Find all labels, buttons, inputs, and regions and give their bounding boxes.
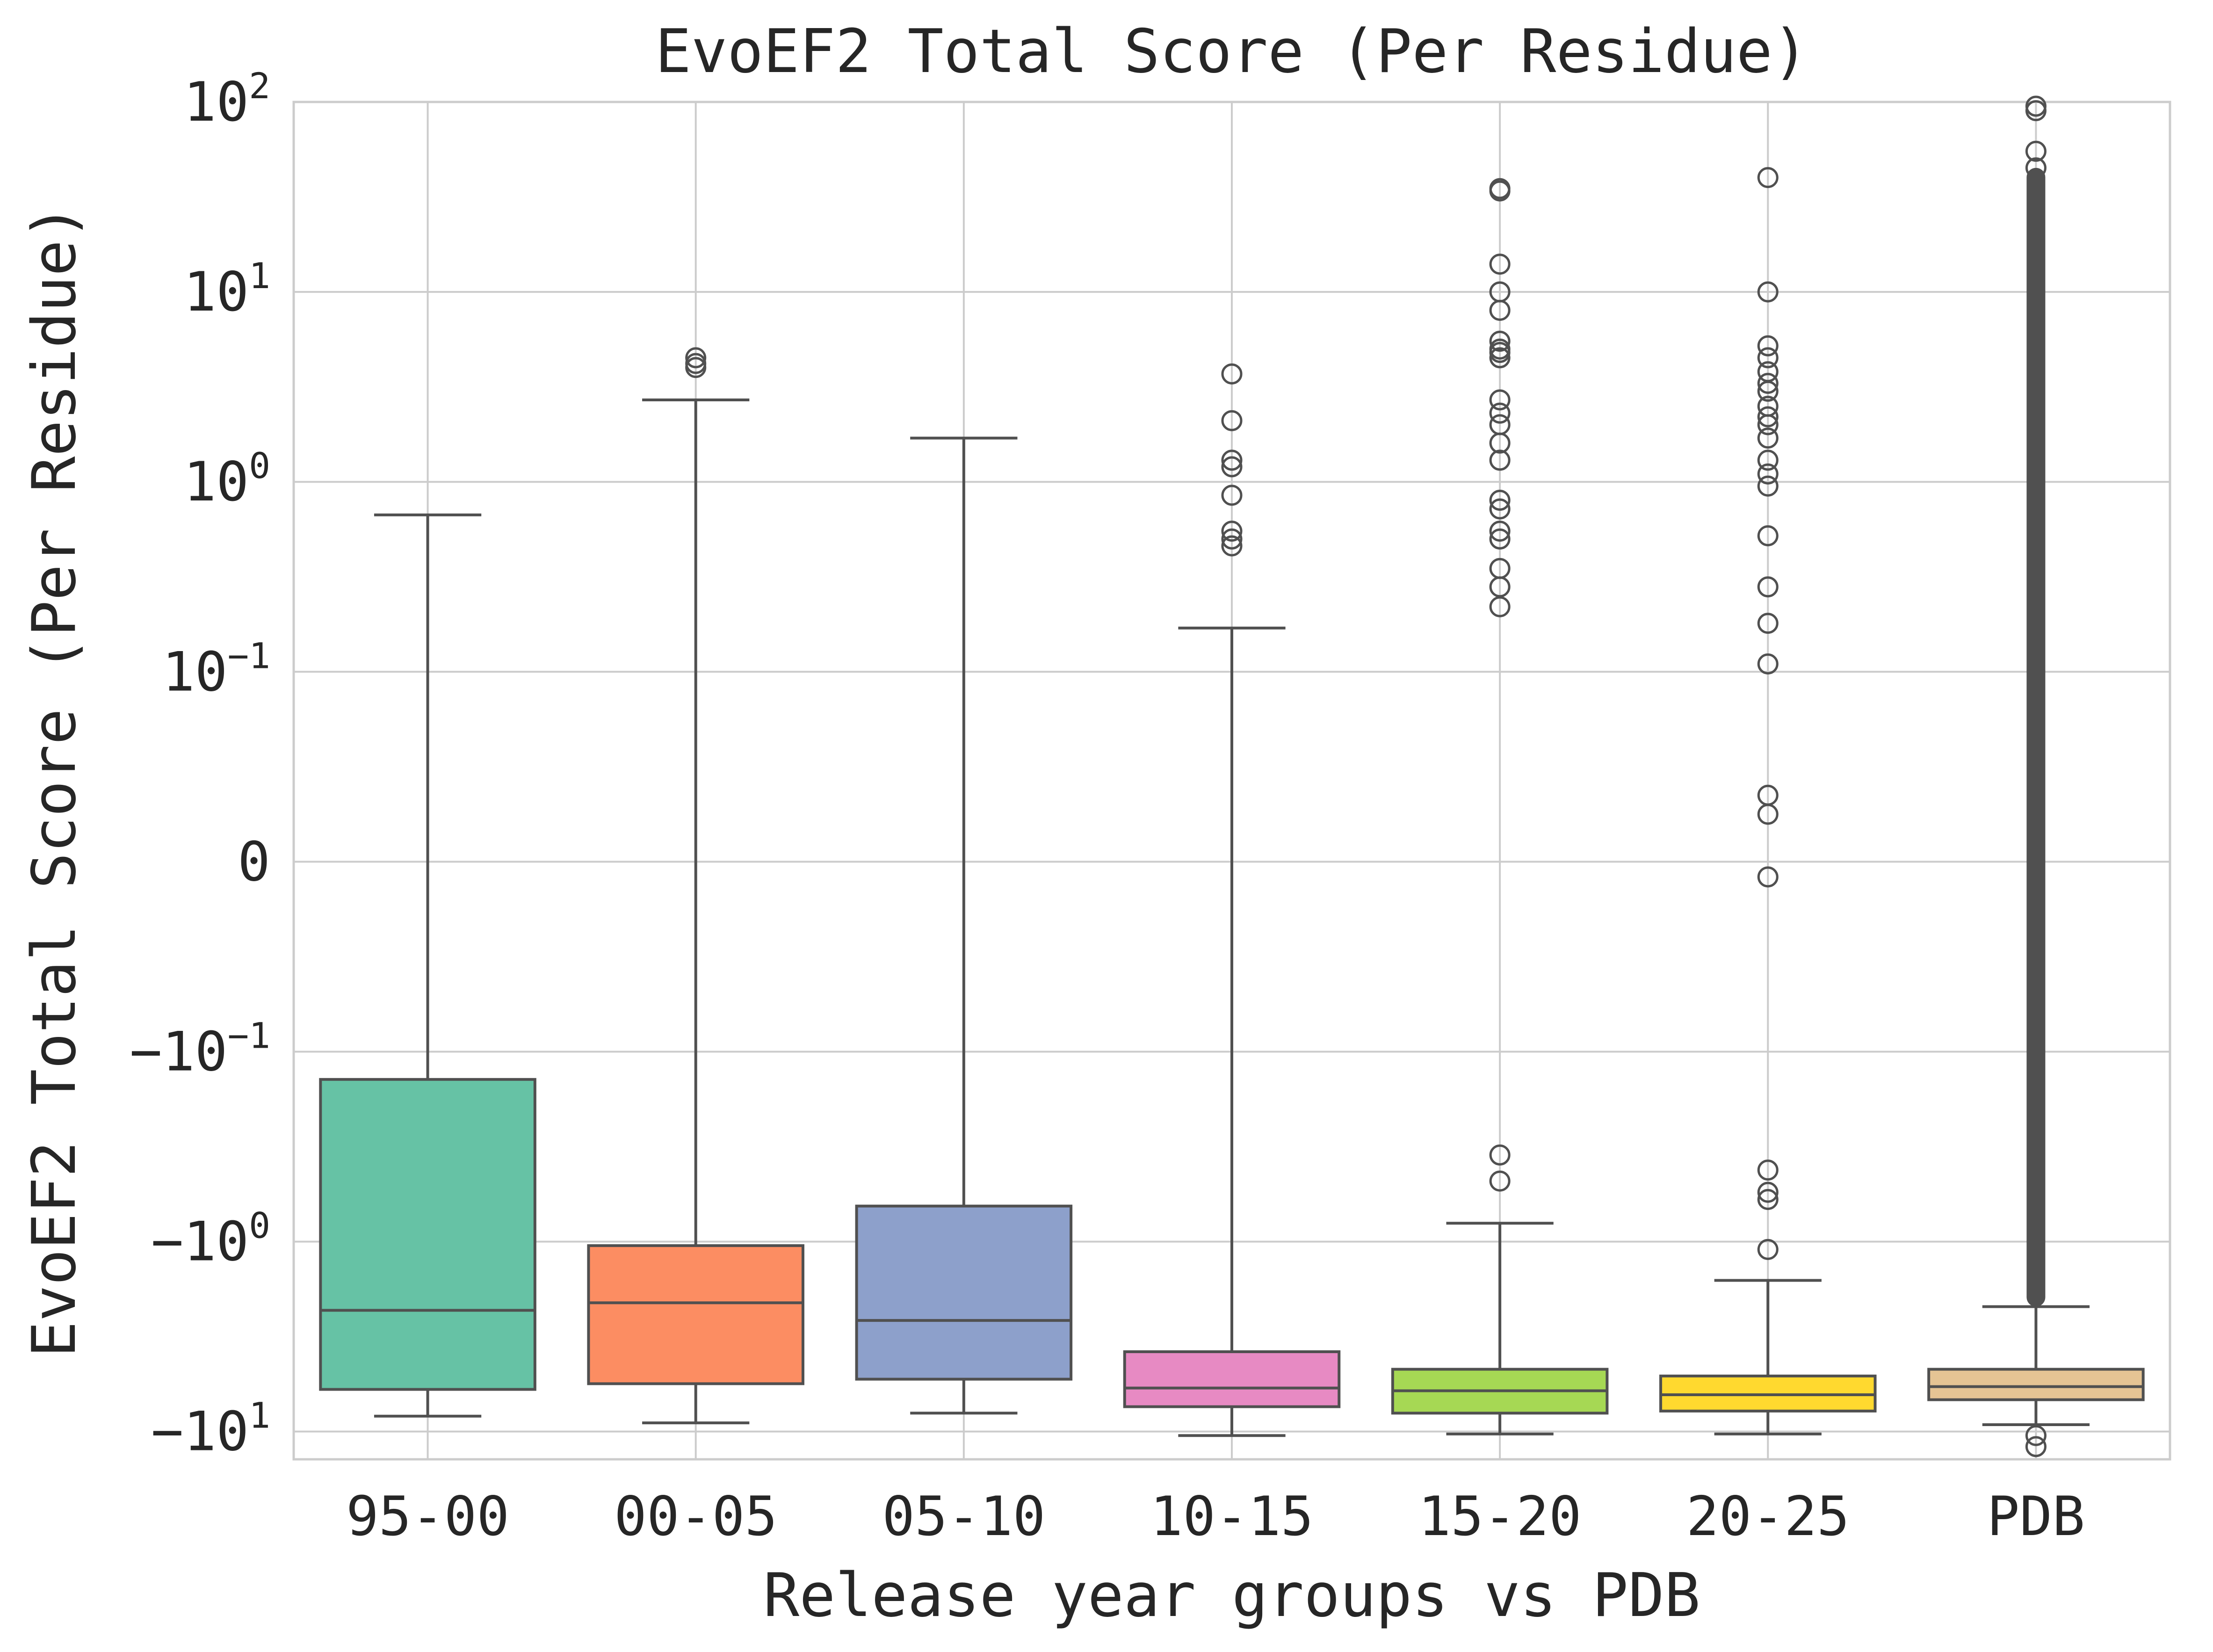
outlier-point	[1757, 406, 1779, 427]
box-15-20	[1391, 178, 1609, 1435]
x-tick-label: 05-10	[882, 1485, 1045, 1548]
x-tick-label: 95-00	[346, 1485, 509, 1548]
box-95-00	[319, 513, 536, 1418]
box-00-05	[587, 347, 804, 1425]
y-tick-label: 0	[238, 830, 270, 893]
x-tick-labels: 95-00 00-05 05-10 10-15 15-20 20-25 PDB	[346, 1485, 2085, 1548]
outlier-point	[1221, 363, 1243, 384]
boxes	[319, 95, 2145, 1457]
box-05-10	[855, 436, 1073, 1415]
outlier-point	[2025, 157, 2047, 179]
outlier-point	[1757, 1159, 1779, 1181]
outlier-point	[2025, 1425, 2047, 1446]
outlier-point	[1757, 167, 1779, 188]
x-axis-label: Release year groups vs PDB	[763, 1561, 1700, 1630]
outlier-point	[1489, 521, 1511, 542]
x-tick-label: 00-05	[614, 1485, 777, 1548]
outlier-point	[1489, 596, 1511, 617]
outlier-point	[1757, 335, 1779, 356]
outlier-point	[1221, 449, 1243, 471]
outlier-point	[1489, 254, 1511, 275]
outlier-point	[1757, 576, 1779, 598]
box-10-15	[1123, 363, 1341, 1437]
outlier-point	[1489, 331, 1511, 352]
box-iqr	[855, 1204, 1073, 1381]
outlier-point	[1757, 1188, 1779, 1210]
outlier-point	[685, 347, 707, 369]
outlier-point	[1221, 528, 1243, 550]
outlier-point	[1221, 485, 1243, 506]
plot-frame	[292, 101, 2171, 1461]
outlier-point	[1757, 281, 1779, 303]
box-iqr	[587, 1244, 804, 1385]
outlier-point	[1489, 342, 1511, 363]
x-tick-label: 10-15	[1150, 1485, 1313, 1548]
outlier-point	[1489, 449, 1511, 471]
outlier-point	[685, 353, 707, 374]
outlier-point	[1757, 347, 1779, 369]
outlier-point	[1757, 653, 1779, 674]
outlier-point	[1221, 456, 1243, 478]
x-tick-label: 15-20	[1418, 1485, 1582, 1548]
box-iqr	[1123, 1350, 1341, 1408]
outlier-point	[1757, 380, 1779, 402]
outlier-point	[1757, 427, 1779, 449]
outlier-band	[2026, 167, 2046, 1307]
outlier-point	[1489, 389, 1511, 411]
y-tick-label: 101	[184, 255, 270, 324]
outlier-point	[2025, 140, 2047, 162]
outlier-point	[1489, 180, 1511, 202]
outlier-point	[2025, 1436, 2047, 1457]
box-20-25	[1659, 167, 1877, 1435]
outlier-point	[1489, 490, 1511, 511]
y-axis-label: EvoEF2 Total Score (Per Residue)	[20, 204, 89, 1357]
box-PDB	[1927, 95, 2145, 1457]
outlier-point	[1489, 1170, 1511, 1192]
outlier-point	[1221, 535, 1243, 557]
outlier-point	[1757, 525, 1779, 547]
outlier-point	[1489, 498, 1511, 520]
outlier-point	[2025, 100, 2047, 122]
outlier-point	[1757, 414, 1779, 435]
outlier-point	[1757, 1239, 1779, 1260]
outlier-point	[1489, 432, 1511, 454]
outlier-point	[1757, 866, 1779, 888]
outlier-point	[1221, 521, 1243, 542]
box-iqr	[1927, 1368, 2145, 1401]
x-tick-label: 20-25	[1686, 1485, 1850, 1548]
y-tick-label: −100	[151, 1205, 270, 1274]
chart-title: EvoEF2 Total Score (Per Residue)	[655, 17, 1808, 87]
outlier-point	[1489, 299, 1511, 321]
outlier-point	[1489, 347, 1511, 369]
outlier-point	[1489, 1144, 1511, 1166]
outlier-point	[1757, 613, 1779, 634]
box-iqr	[319, 1078, 536, 1391]
outlier-point	[1757, 463, 1779, 485]
outlier-point	[1757, 804, 1779, 825]
outlier-point	[1221, 410, 1243, 431]
outlier-point	[1757, 373, 1779, 394]
x-tick-label: PDB	[1987, 1485, 2085, 1548]
outlier-point	[1489, 576, 1511, 598]
outlier-point	[1757, 449, 1779, 471]
outlier-point	[1757, 1181, 1779, 1203]
outlier-point	[1489, 402, 1511, 424]
outlier-point	[1489, 528, 1511, 550]
outlier-point	[1757, 475, 1779, 497]
